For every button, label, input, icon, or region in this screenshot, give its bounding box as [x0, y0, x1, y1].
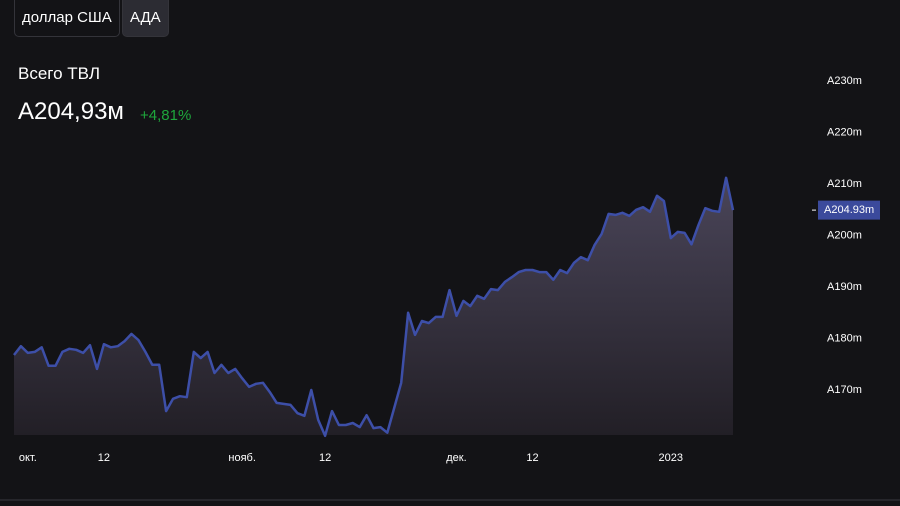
y-tick-label: A230m	[827, 75, 862, 87]
y-tick-label: A190m	[827, 281, 862, 293]
x-tick-label: 2023	[659, 452, 683, 464]
x-tick-label: нояб.	[228, 452, 256, 464]
x-tick-label: 12	[319, 452, 331, 464]
x-tick-label: окт.	[19, 452, 37, 464]
y-tick-label: A200m	[827, 229, 862, 241]
current-value-label: A204.93m	[824, 204, 874, 216]
y-tick-label: A170m	[827, 384, 862, 396]
y-tick-label: A180m	[827, 332, 862, 344]
currency-button[interactable]: доллар США	[14, 0, 120, 37]
currency-button[interactable]: АДА	[122, 0, 169, 37]
y-tick-label: A220m	[827, 126, 862, 138]
area-fill	[14, 177, 733, 436]
line	[13, 176, 735, 438]
x-tick-label: 12	[526, 452, 538, 464]
y-tick-label: A210m	[827, 178, 862, 190]
title: Всего ТВЛ	[18, 64, 100, 83]
x-tick-label: 12	[98, 452, 110, 464]
total-value: A204,93м	[18, 98, 124, 125]
change: +4,81%	[140, 107, 192, 124]
x-tick-label: дек.	[446, 452, 466, 464]
current-value-box	[818, 200, 880, 220]
